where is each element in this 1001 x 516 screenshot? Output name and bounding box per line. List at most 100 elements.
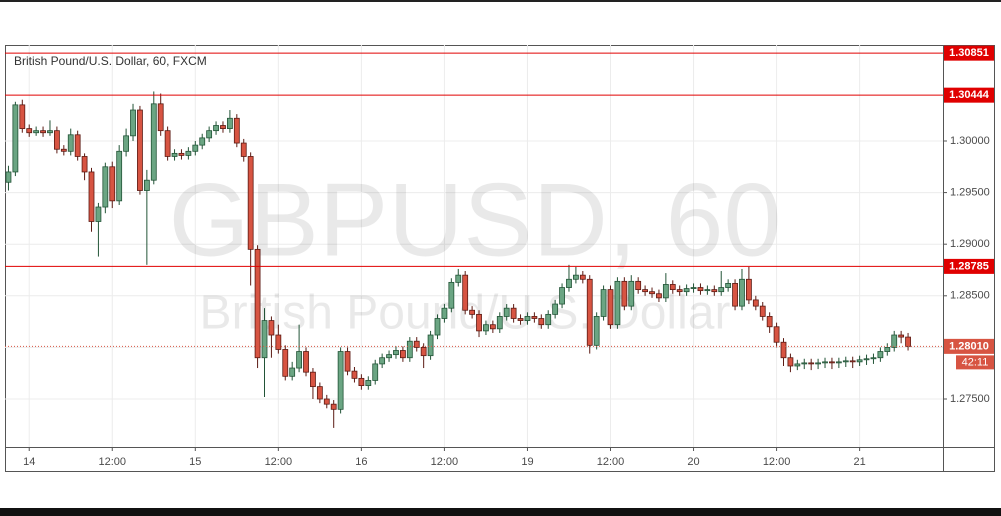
candle-body bbox=[157, 103, 164, 132]
candle-body bbox=[233, 117, 240, 144]
level-label-box bbox=[944, 45, 994, 61]
candle-body bbox=[150, 103, 157, 181]
candle-body bbox=[566, 278, 572, 288]
candle-body bbox=[289, 367, 296, 377]
candle-body bbox=[649, 291, 655, 295]
candle-body bbox=[489, 324, 496, 330]
candle-body bbox=[67, 134, 74, 152]
candle-body bbox=[552, 303, 559, 315]
candle-body bbox=[344, 351, 351, 372]
candle-body bbox=[213, 125, 219, 132]
countdown: 42:11 bbox=[962, 356, 989, 368]
candle-body bbox=[635, 280, 642, 291]
candle-body bbox=[379, 357, 386, 365]
level-label: 1.30851 bbox=[949, 47, 989, 59]
candle-body bbox=[822, 361, 828, 364]
candle-body bbox=[26, 128, 33, 134]
candle-body bbox=[808, 362, 815, 365]
candle-body bbox=[81, 156, 88, 173]
candle-body bbox=[206, 130, 213, 139]
candle-body bbox=[358, 377, 365, 386]
candle-body bbox=[794, 363, 801, 367]
candle-body bbox=[503, 307, 510, 317]
x-tick-label: 12:00 bbox=[597, 456, 625, 468]
candle-body bbox=[386, 354, 392, 359]
y-tick-label: 1.29000 bbox=[950, 238, 990, 250]
candle-body bbox=[676, 289, 683, 293]
candle-body bbox=[254, 248, 261, 359]
candle-body bbox=[884, 347, 891, 352]
candle-body bbox=[704, 289, 711, 292]
level-label: 1.28785 bbox=[949, 260, 989, 272]
candle-body bbox=[766, 316, 773, 328]
candle-body bbox=[420, 347, 427, 357]
chart-title: British Pound/U.S. Dollar, 60, FXCM bbox=[14, 54, 207, 68]
candle-body bbox=[510, 307, 517, 319]
y-tick-label: 1.27500 bbox=[950, 393, 990, 405]
candle-body bbox=[310, 371, 316, 388]
candle-body bbox=[323, 398, 330, 405]
candle-body bbox=[199, 137, 206, 146]
top-edge bbox=[0, 0, 1001, 2]
candle-body bbox=[171, 152, 178, 157]
current-price-label: 1.28010 bbox=[949, 340, 989, 352]
candle-body bbox=[33, 130, 40, 134]
candles bbox=[5, 91, 911, 428]
candle-body bbox=[296, 351, 303, 369]
candle-body bbox=[330, 403, 337, 410]
candle-body bbox=[849, 360, 856, 363]
candle-body bbox=[842, 360, 849, 363]
candle-body bbox=[95, 206, 102, 222]
candle-body bbox=[545, 313, 552, 326]
candle-body bbox=[697, 287, 704, 292]
candle-body bbox=[123, 135, 129, 152]
candle-body bbox=[579, 274, 586, 280]
x-tick-label: 21 bbox=[853, 456, 865, 468]
candle-body bbox=[316, 386, 323, 400]
y-tick-label: 1.28500 bbox=[950, 290, 990, 302]
candle-body bbox=[130, 109, 136, 137]
candle-body bbox=[801, 362, 808, 365]
candle-body bbox=[586, 278, 593, 346]
level-label-box bbox=[944, 258, 994, 274]
frame bbox=[5, 45, 995, 472]
level-label: 1.30444 bbox=[949, 89, 990, 101]
candle-body bbox=[413, 340, 420, 348]
candle-body bbox=[469, 309, 476, 315]
candle-body bbox=[891, 334, 898, 348]
candle-body bbox=[711, 289, 718, 293]
candle-body bbox=[351, 370, 358, 379]
candle-body bbox=[870, 357, 877, 360]
candle-body bbox=[275, 334, 282, 350]
candle-body bbox=[74, 134, 81, 157]
candle-body bbox=[226, 117, 233, 129]
candle-body bbox=[406, 340, 413, 359]
candle-body bbox=[863, 358, 870, 361]
candle-body bbox=[247, 156, 254, 250]
candle-body bbox=[746, 278, 752, 301]
watermark: GBPUSD, 60 bbox=[169, 162, 782, 278]
candle-body bbox=[434, 318, 441, 336]
bottom-bar bbox=[0, 508, 1001, 516]
candle-body bbox=[517, 318, 524, 321]
candle-body bbox=[780, 341, 787, 359]
candle-body bbox=[448, 281, 455, 309]
candle-body bbox=[47, 130, 53, 134]
candle-body bbox=[559, 287, 565, 305]
candle-body bbox=[137, 109, 143, 191]
candle-body bbox=[220, 125, 226, 129]
candle-body bbox=[815, 362, 821, 365]
candle-body bbox=[240, 142, 247, 157]
overlays: 1.30851 1.30444 1.28785 1.28010 42:11 bbox=[5, 45, 994, 370]
candle-body bbox=[455, 274, 462, 283]
current-price-box bbox=[944, 338, 994, 354]
candle-body bbox=[718, 287, 725, 293]
candle-body bbox=[656, 293, 662, 299]
candle-body bbox=[337, 351, 344, 410]
candle-body bbox=[662, 284, 669, 299]
y-tick-label: 1.29500 bbox=[950, 186, 990, 198]
candle-body bbox=[898, 334, 905, 338]
candle-body bbox=[538, 318, 545, 326]
x-tick-label: 12:00 bbox=[265, 456, 293, 468]
